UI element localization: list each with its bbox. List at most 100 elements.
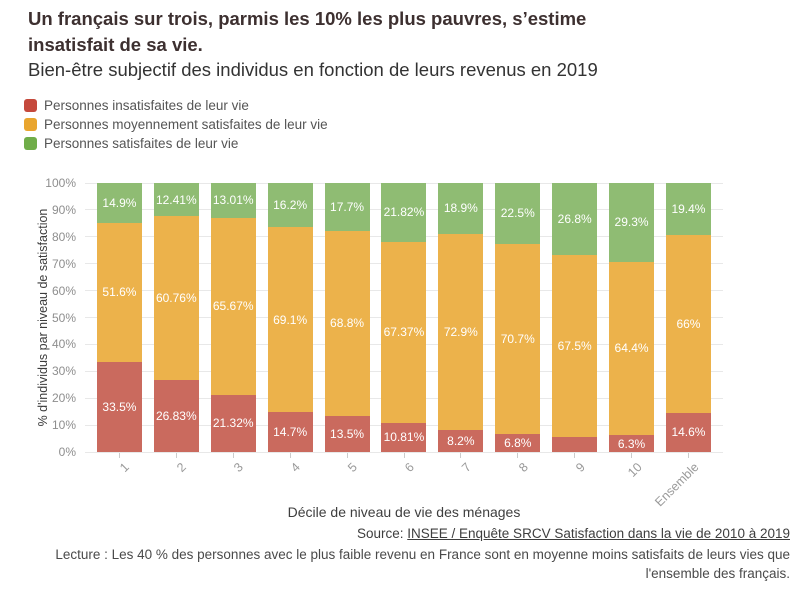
segment: 14.7% bbox=[267, 412, 313, 452]
gridline-0% bbox=[85, 451, 723, 453]
y-tick-label: 50% bbox=[51, 310, 76, 325]
segment-value-label: 12.41% bbox=[155, 192, 197, 207]
legend-item-1: Personnes moyennement satisfaites de leu… bbox=[24, 115, 328, 134]
bar-10: 29.3% 64.4% 6.3% bbox=[609, 183, 655, 452]
chart-title: Un français sur trois, parmis les 10% le… bbox=[28, 8, 587, 55]
segment-value-label: 14.7% bbox=[273, 425, 308, 440]
segment: 33.5% bbox=[96, 361, 142, 452]
segment-value-label: 33.5% bbox=[102, 399, 137, 414]
reading-note-line-1: Lecture : Les 40 % des personnes avec le… bbox=[55, 547, 790, 562]
segment-value-label: 66% bbox=[676, 316, 701, 331]
chart-subtitle: Bien-être subjectif des individus en fon… bbox=[28, 59, 598, 80]
segment-value-label: 6.3% bbox=[617, 436, 646, 451]
segment: 67.5% bbox=[552, 255, 598, 437]
x-axis-title: Décile de niveau de vie des ménages bbox=[287, 504, 521, 520]
x-tick-label-8: 8 bbox=[515, 460, 531, 475]
segment: 19.4% bbox=[665, 183, 711, 236]
segment-value-label: 13.5% bbox=[330, 426, 365, 441]
x-tick-mark bbox=[517, 453, 519, 458]
source-link[interactable]: INSEE / Enquête SRCV Satisfaction dans l… bbox=[407, 526, 790, 541]
reading-note-line-2: l'ensemble des français. bbox=[645, 566, 790, 581]
x-tick-mark bbox=[289, 453, 291, 458]
legend: Personnes insatisfaites de leur vie Perso… bbox=[24, 96, 328, 153]
y-tick-label: 60% bbox=[51, 283, 76, 298]
legend-item-0: Personnes insatisfaites de leur vie bbox=[24, 96, 328, 115]
legend-swatch-icon bbox=[24, 137, 37, 150]
x-tick-label-1: 1 bbox=[117, 460, 133, 475]
x-tick-mark bbox=[403, 453, 405, 458]
segment-value-label: 8.2% bbox=[447, 433, 475, 448]
legend-item-2: Personnes satisfaites de leur vie bbox=[24, 134, 328, 153]
y-tick-label: 70% bbox=[51, 256, 76, 271]
bar-7: 18.9% 72.9% 8.2% bbox=[438, 183, 484, 452]
bar-1: 14.9% 51.6% 33.5% bbox=[96, 183, 142, 452]
bar-4: 16.2% 69.1% 14.7% bbox=[267, 183, 313, 452]
segment-value-label: 16.2% bbox=[273, 197, 308, 212]
x-tick-label-3: 3 bbox=[231, 460, 247, 475]
segment-value-label: 22.5% bbox=[500, 206, 535, 221]
segment-value-label: 29.3% bbox=[614, 215, 649, 230]
y-tick-label: 0% bbox=[58, 445, 76, 459]
source-note: Source: INSEE / Enquête SRCV Satisfactio… bbox=[357, 526, 790, 541]
segment-value-label: 51.6% bbox=[102, 285, 137, 300]
segment-value-label: 26.83% bbox=[155, 408, 197, 423]
segment-value-label: 21.32% bbox=[212, 416, 254, 431]
segment: 22.5% bbox=[495, 183, 541, 244]
segment: 6.8% bbox=[495, 433, 541, 452]
segment: 67.37% bbox=[381, 241, 427, 423]
reading-note: Lecture : Les 40 % des personnes avec le… bbox=[34, 545, 790, 583]
bar-8: 22.5% 70.7% 6.8% bbox=[495, 183, 541, 452]
x-axis-tick-labels: 1 2 3 4 5 6 7 8 9 10 Ensemble bbox=[85, 460, 723, 510]
bars-container: 14.9% 51.6% 33.5% 12.41% 60.76% 26.83% 13.01% 6… bbox=[85, 183, 723, 452]
x-tick-label-5: 5 bbox=[345, 460, 360, 475]
segment: 70.7% bbox=[495, 243, 541, 434]
segment: 68.8% bbox=[324, 230, 370, 416]
segment-value-label: 72.9% bbox=[443, 324, 478, 339]
segment-value-label: 60.76% bbox=[155, 291, 197, 306]
segment-value-label: 69.1% bbox=[273, 312, 308, 327]
y-axis-tick-labels: 0% 10% 20% 30% 40% 50% 60% 70% 80% 90% 100% bbox=[0, 176, 76, 459]
x-tick-label-4: 4 bbox=[288, 460, 304, 475]
segment: 66% bbox=[665, 235, 711, 413]
segment-value-label: 13.01% bbox=[212, 193, 254, 208]
segment: 12.41% bbox=[153, 183, 199, 217]
segment-value-label: 6.8% bbox=[504, 435, 532, 450]
segment-value-label: 68.8% bbox=[330, 316, 365, 331]
segment: 13.5% bbox=[324, 415, 370, 452]
bar-Ensemble: 19.4% 66% 14.6% bbox=[665, 183, 711, 452]
segment: 17.7% bbox=[324, 183, 370, 231]
segment: 13.01% bbox=[210, 183, 256, 218]
x-tick-mark bbox=[118, 453, 120, 458]
y-tick-label: 10% bbox=[51, 418, 76, 433]
segment: 14.9% bbox=[96, 183, 142, 224]
x-tick-mark bbox=[688, 453, 690, 458]
segment bbox=[552, 436, 598, 452]
y-tick-label: 20% bbox=[51, 391, 76, 406]
segment: 60.76% bbox=[153, 216, 199, 380]
legend-item-label: Personnes moyennement satisfaites de leu… bbox=[44, 117, 328, 132]
legend-swatch-icon bbox=[24, 118, 37, 131]
y-tick-label: 40% bbox=[51, 337, 76, 352]
segment-value-label: 14.6% bbox=[671, 425, 706, 440]
x-tick-mark bbox=[631, 453, 633, 458]
x-axis-tick-marks bbox=[85, 452, 723, 458]
segment-value-label: 19.4% bbox=[671, 202, 706, 217]
x-tick-label-Ensemble: Ensemble bbox=[652, 460, 702, 510]
x-tick-mark bbox=[460, 453, 462, 458]
segment-value-label: 18.9% bbox=[443, 201, 478, 216]
bar-2: 12.41% 60.76% 26.83% bbox=[153, 183, 199, 452]
legend-item-label: Personnes satisfaites de leur vie bbox=[44, 136, 239, 151]
segment: 21.82% bbox=[381, 183, 427, 242]
segment-value-label: 67.5% bbox=[557, 338, 592, 353]
bar-6: 21.82% 67.37% 10.81% bbox=[381, 183, 427, 452]
segment: 64.4% bbox=[609, 261, 655, 436]
legend-swatch-icon bbox=[24, 99, 37, 112]
bar-5: 17.7% 68.8% 13.5% bbox=[324, 183, 370, 452]
segment-value-label: 64.4% bbox=[614, 341, 649, 356]
x-tick-mark bbox=[232, 453, 234, 458]
legend-item-label: Personnes insatisfaites de leur vie bbox=[44, 98, 249, 113]
segment: 51.6% bbox=[96, 223, 142, 362]
x-tick-mark bbox=[175, 453, 177, 458]
segment: 16.2% bbox=[267, 183, 313, 227]
